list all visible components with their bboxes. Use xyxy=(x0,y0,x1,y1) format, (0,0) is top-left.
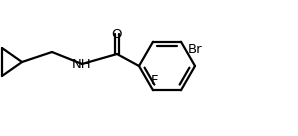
Text: O: O xyxy=(112,27,122,41)
Text: F: F xyxy=(151,74,159,87)
Text: Br: Br xyxy=(188,43,202,56)
Text: NH: NH xyxy=(72,58,92,70)
